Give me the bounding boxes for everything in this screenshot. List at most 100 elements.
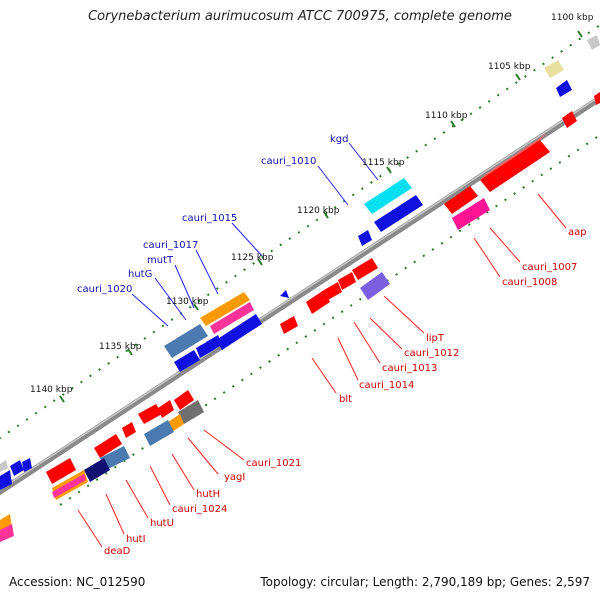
gene-block [556,80,572,97]
kbp-tick [257,258,263,266]
kbp-tick [193,303,199,311]
gene-block-cauri-1014 [306,290,330,314]
gene-block [122,422,136,438]
accession-text: Accession: NC_012590 [9,575,146,589]
gene-label-hutI: hutI [126,534,146,545]
reverse-leader-lines [77,193,567,548]
leader-cauri-1008 [473,237,501,278]
leader-cauri-1010 [317,165,349,206]
kbp-tick-marks [59,30,583,403]
gene-block-hutU [100,446,130,470]
gene-block [138,404,162,424]
leader-hutI [105,493,125,535]
leader-lipT [383,295,425,334]
leader-cauri-1021 [203,429,245,461]
leader-aap [537,193,567,229]
gene-label-blt: blt [339,394,352,405]
gene-block [206,335,222,352]
leader-cauri-1007 [489,227,521,263]
kbp-label: 1135 kbp [99,342,142,352]
gene-block-blt [280,316,298,334]
gene-block [0,460,8,472]
gene-label-cauri-1014: cauri_1014 [359,380,414,391]
leader-cauri-1024 [149,465,171,506]
gene-block [94,434,122,458]
forward-gene-labels: kgd cauri_1010 cauri_1015 cauri_1017 mut… [77,134,349,295]
gene-block-aap [480,140,550,192]
gene-label-cauri-1017: cauri_1017 [143,240,198,251]
map-title: Corynebacterium aurimucosum ATCC 700975,… [88,9,512,24]
gene-block [52,474,86,498]
lower-dotted-guide [59,134,600,506]
gene-block [174,390,194,410]
gene-block-kgd [364,178,412,214]
kbp-label: 1105 kbp [488,62,531,72]
gene-block [594,92,600,105]
gene-block-cauri-1012 [352,258,378,280]
gene-block-cauri-1010 [374,195,423,232]
gene-block [358,230,372,246]
gene-label-cauri-1010: cauri_1010 [261,156,316,167]
kbp-tick [577,30,583,38]
gene-block-cauri-1015 [200,292,250,326]
gene-block-yagI [168,414,184,432]
gene-label-cauri-1007: cauri_1007 [522,262,577,273]
gene-label-cauri-1015: cauri_1015 [182,213,237,224]
gene-label-cauri-1024: cauri_1024 [172,504,227,515]
gene-block-hutI [84,458,110,482]
gene-block [544,60,564,78]
kbp-tick [59,395,65,403]
gene-block [22,458,32,472]
reverse-gene-labels: aap cauri_1007 cauri_1008 lipT cauri_101… [104,227,587,557]
gene-block-cauri-1021 [178,400,204,424]
gene-label-lipT: lipT [426,333,445,344]
leader-kgd [348,142,379,181]
gene-block-hutH [144,420,174,446]
reverse-strand-genes [0,111,577,542]
leader-deaD [77,509,103,548]
leader-yagI [187,437,219,475]
gene-block-deaD [46,458,76,484]
kbp-tick [450,120,456,128]
leader-hutH [171,453,195,491]
gene-label-kgd: kgd [330,134,349,145]
leader-hutG [154,277,187,321]
gene-block [10,460,24,476]
leader-hutU [125,479,149,519]
forward-strand-genes [0,35,600,490]
gene-block-cauri-1013 [324,282,342,300]
gene-block [338,272,356,290]
gene-block-hutG [164,324,208,358]
gene-block-aap-top [480,134,546,180]
gene-block-mutT [216,314,262,350]
kbp-tick [127,348,133,356]
gene-block-cauri-1007 [444,186,478,214]
gene-label-cauri-1013: cauri_1013 [382,363,437,374]
leader-cauri-1012 [369,317,403,350]
gene-block-cauri-1017 [210,302,254,334]
gene-label-cauri-1020: cauri_1020 [77,284,132,295]
gene-label-aap: aap [568,227,587,238]
upper-dotted-guide [0,24,600,440]
leader-cauri-1013 [353,321,381,364]
leader-cauri-1015 [231,222,263,257]
gene-label-yagI: yagI [224,472,245,483]
gene-block [562,111,577,128]
kbp-label: 1100 kbp [551,13,594,23]
gene-block [0,470,12,490]
gene-label-hutH: hutH [196,489,220,500]
forward-leader-lines [131,142,379,327]
gene-label-cauri-1021: cauri_1021 [246,458,301,469]
kbp-labels: 1100 kbp 1105 kbp 1110 kbp 1115 kbp 1120… [30,13,594,395]
genome-backbone [0,94,600,496]
leader-cauri-1014 [337,337,359,381]
kbp-label: 1130 kbp [166,297,209,307]
gene-label-cauri-1008: cauri_1008 [502,277,557,288]
gene-label-hutU: hutU [150,518,174,529]
gene-label-mutT: mutT [147,255,174,266]
leader-mutT [174,264,195,309]
gene-label-cauri-1012: cauri_1012 [404,348,459,359]
genome-stats-text: Topology: circular; Length: 2,790,189 bp… [260,575,590,589]
